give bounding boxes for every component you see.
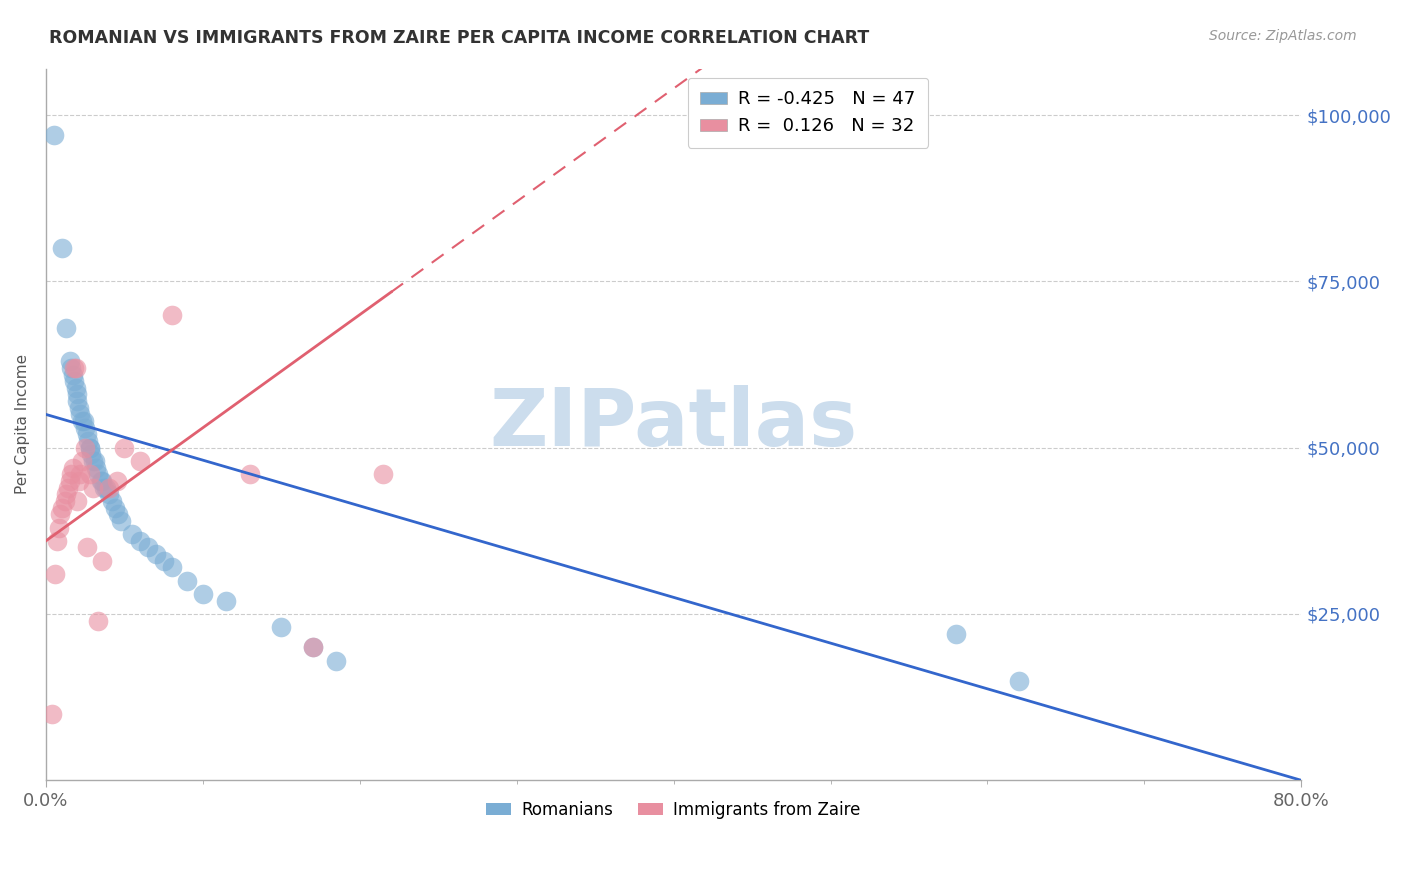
Point <box>91 474 114 488</box>
Point <box>87 614 110 628</box>
Text: ZIPatlas: ZIPatlas <box>489 385 858 464</box>
Point <box>49 507 72 521</box>
Point <box>145 547 167 561</box>
Point <box>176 574 198 588</box>
Point <box>160 560 183 574</box>
Point <box>112 441 135 455</box>
Point <box>72 414 94 428</box>
Point <box>101 494 124 508</box>
Point <box>79 467 101 482</box>
Point <box>75 421 97 435</box>
Point <box>104 500 127 515</box>
Point <box>373 467 395 482</box>
Point <box>325 654 347 668</box>
Point <box>63 374 86 388</box>
Point <box>58 354 80 368</box>
Point <box>91 554 114 568</box>
Y-axis label: Per Capita Income: Per Capita Income <box>15 354 30 494</box>
Point <box>87 467 110 482</box>
Point <box>110 514 132 528</box>
Point <box>44 567 66 582</box>
Point <box>160 308 183 322</box>
Point <box>301 640 323 655</box>
Point <box>48 520 70 534</box>
Point <box>82 454 104 468</box>
Point <box>67 401 90 415</box>
Point <box>66 494 89 508</box>
Point <box>58 474 80 488</box>
Point <box>55 487 77 501</box>
Point <box>107 507 129 521</box>
Point <box>215 593 238 607</box>
Point <box>82 481 104 495</box>
Point <box>129 454 152 468</box>
Point <box>66 387 89 401</box>
Point <box>152 554 174 568</box>
Point <box>239 467 262 482</box>
Point <box>97 481 120 495</box>
Point <box>84 460 107 475</box>
Point <box>70 414 93 428</box>
Point <box>105 474 128 488</box>
Point <box>129 533 152 548</box>
Point <box>51 241 73 255</box>
Point <box>65 381 87 395</box>
Point <box>80 447 103 461</box>
Point <box>46 533 69 548</box>
Point <box>66 394 89 409</box>
Point <box>121 527 143 541</box>
Point <box>62 368 84 382</box>
Text: ROMANIAN VS IMMIGRANTS FROM ZAIRE PER CAPITA INCOME CORRELATION CHART: ROMANIAN VS IMMIGRANTS FROM ZAIRE PER CA… <box>49 29 869 46</box>
Point <box>93 481 115 495</box>
Point <box>42 128 65 142</box>
Point <box>77 434 100 448</box>
Point <box>945 627 967 641</box>
Point <box>69 467 91 482</box>
Point <box>63 360 86 375</box>
Text: Source: ZipAtlas.com: Source: ZipAtlas.com <box>1209 29 1357 43</box>
Point <box>83 454 105 468</box>
Point <box>79 441 101 455</box>
Point <box>191 587 214 601</box>
Point <box>70 454 93 468</box>
Point <box>60 360 83 375</box>
Point <box>270 620 292 634</box>
Point <box>55 321 77 335</box>
Point <box>53 494 76 508</box>
Point <box>301 640 323 655</box>
Point <box>60 467 83 482</box>
Point <box>69 408 91 422</box>
Point <box>51 500 73 515</box>
Point <box>90 474 112 488</box>
Point <box>75 441 97 455</box>
Point <box>94 481 117 495</box>
Point <box>136 541 159 555</box>
Point <box>65 360 87 375</box>
Point <box>1008 673 1031 688</box>
Point <box>56 481 79 495</box>
Point <box>76 427 98 442</box>
Point <box>62 460 84 475</box>
Legend: Romanians, Immigrants from Zaire: Romanians, Immigrants from Zaire <box>479 794 868 825</box>
Point <box>79 441 101 455</box>
Point <box>41 706 63 721</box>
Point <box>76 541 98 555</box>
Point <box>97 487 120 501</box>
Point <box>67 474 90 488</box>
